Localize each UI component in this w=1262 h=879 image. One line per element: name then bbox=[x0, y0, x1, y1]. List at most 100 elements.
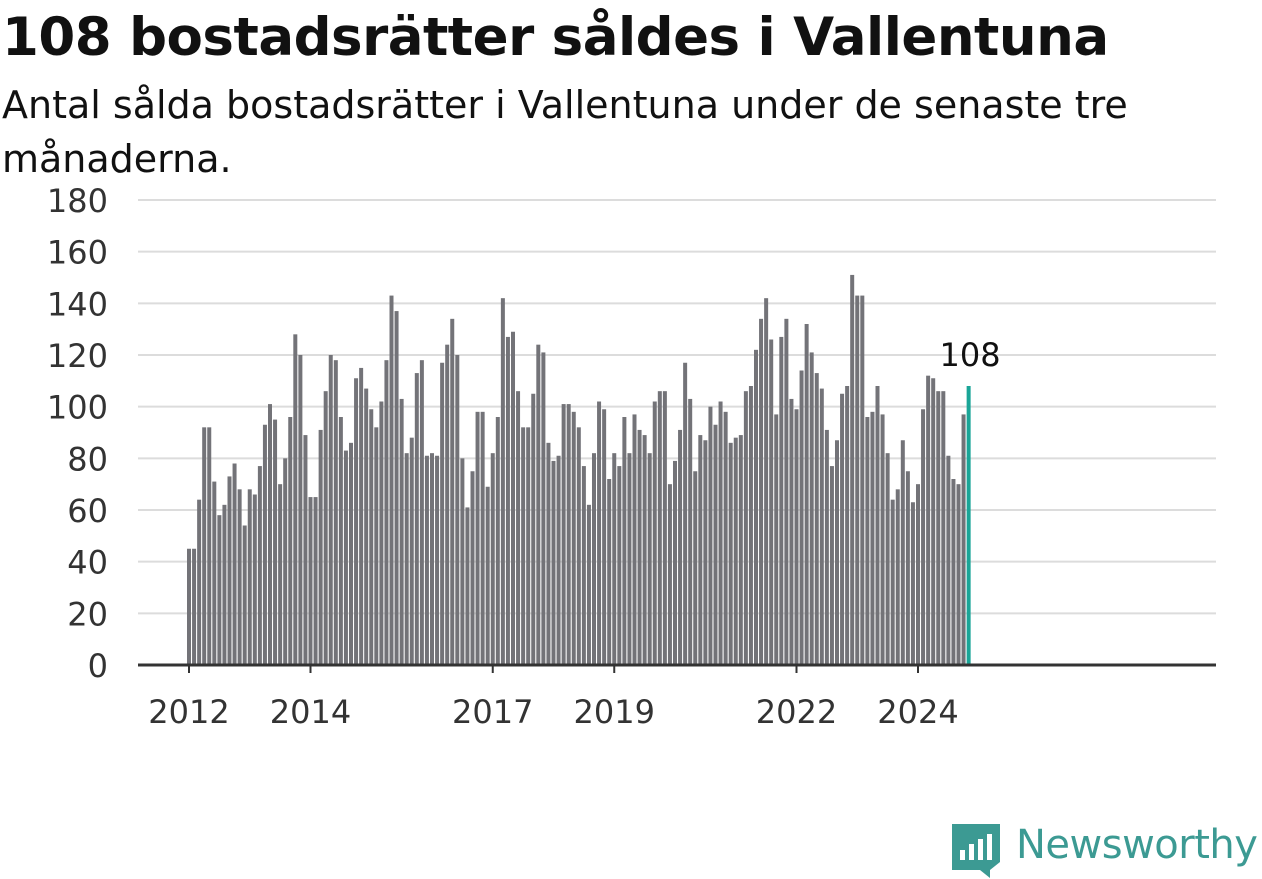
bar bbox=[252, 494, 257, 665]
bar bbox=[495, 417, 500, 665]
bar bbox=[232, 463, 237, 665]
bar bbox=[718, 401, 723, 665]
bar bbox=[703, 440, 708, 665]
bar bbox=[409, 437, 414, 665]
bar bbox=[262, 424, 267, 665]
bar bbox=[197, 499, 202, 665]
bar bbox=[657, 391, 662, 665]
bar bbox=[323, 391, 328, 665]
bar bbox=[521, 427, 526, 665]
bar bbox=[642, 435, 647, 665]
bar bbox=[440, 362, 445, 665]
bar bbox=[399, 398, 404, 665]
bar bbox=[450, 318, 455, 665]
bar bbox=[338, 417, 343, 665]
bar bbox=[424, 455, 429, 665]
bar bbox=[592, 453, 596, 665]
bar bbox=[303, 435, 308, 665]
bar bbox=[379, 401, 384, 665]
x-tick-label-2019: 2019 bbox=[574, 693, 655, 731]
bar bbox=[414, 373, 419, 665]
bar bbox=[354, 378, 359, 665]
bars bbox=[187, 274, 971, 665]
bar bbox=[769, 339, 774, 665]
bar bbox=[597, 401, 602, 665]
bar bbox=[222, 504, 227, 665]
bar bbox=[273, 419, 278, 665]
bar bbox=[328, 355, 333, 665]
bar bbox=[505, 336, 510, 665]
chart-subtitle: Antal sålda bostadsrätter i Vallentuna u… bbox=[2, 83, 1128, 181]
bar bbox=[632, 414, 637, 665]
bar bbox=[774, 414, 779, 665]
bar bbox=[369, 409, 374, 665]
bar bbox=[389, 295, 394, 665]
bar bbox=[470, 471, 475, 665]
highlight-value-label: 108 bbox=[940, 336, 1001, 374]
bar bbox=[931, 378, 936, 665]
bar bbox=[819, 388, 824, 665]
bar bbox=[237, 489, 242, 665]
bar bbox=[278, 484, 283, 665]
bar bbox=[566, 404, 571, 665]
bar bbox=[227, 476, 232, 665]
bar bbox=[490, 453, 495, 665]
bar bbox=[546, 442, 551, 665]
y-tick-label-0: 0 bbox=[88, 647, 108, 685]
bar bbox=[708, 406, 713, 665]
bar bbox=[475, 411, 480, 665]
bar bbox=[804, 324, 809, 665]
bar bbox=[754, 349, 758, 665]
bar bbox=[667, 484, 672, 665]
bar bbox=[541, 352, 546, 665]
bar bbox=[723, 411, 728, 665]
y-tick-label-40: 40 bbox=[67, 544, 108, 582]
bar bbox=[738, 435, 743, 665]
bar bbox=[627, 453, 632, 665]
bar bbox=[946, 455, 951, 665]
bar bbox=[556, 455, 561, 665]
bar bbox=[698, 435, 703, 665]
bar bbox=[298, 355, 303, 665]
bar bbox=[688, 398, 693, 665]
bar bbox=[764, 298, 769, 665]
bar bbox=[374, 427, 379, 665]
bar bbox=[936, 391, 941, 665]
bar bbox=[748, 386, 753, 665]
bar bbox=[921, 409, 926, 665]
bar bbox=[743, 391, 748, 665]
bar bbox=[480, 411, 485, 665]
bar bbox=[536, 344, 541, 665]
bar bbox=[207, 427, 212, 665]
bar bbox=[460, 458, 465, 665]
bar bbox=[835, 440, 839, 665]
bar bbox=[192, 548, 197, 665]
x-tick-label-2014: 2014 bbox=[270, 693, 351, 731]
bar bbox=[809, 352, 814, 665]
bar bbox=[217, 515, 222, 665]
bar bbox=[612, 453, 617, 665]
bar bbox=[652, 401, 657, 665]
bar bbox=[581, 466, 586, 665]
bar bbox=[607, 479, 612, 665]
bar bbox=[885, 453, 890, 665]
bar-latest bbox=[966, 386, 971, 665]
bar bbox=[794, 409, 799, 665]
gridlines bbox=[138, 199, 1216, 615]
bar bbox=[617, 466, 622, 665]
bar bbox=[683, 362, 688, 665]
bar bbox=[916, 484, 920, 665]
bar bbox=[318, 429, 323, 665]
bar bbox=[855, 295, 860, 665]
x-tick-label-2017: 2017 bbox=[452, 693, 533, 731]
bar bbox=[829, 466, 834, 665]
bar bbox=[733, 437, 738, 665]
bar bbox=[435, 455, 440, 665]
bar bbox=[551, 460, 556, 665]
bar bbox=[799, 370, 804, 665]
bar bbox=[359, 367, 364, 665]
bar bbox=[845, 386, 850, 665]
y-axis-ticks: 0 20 40 60 80 100 120 140 160 180 bbox=[47, 182, 108, 685]
bar bbox=[445, 344, 450, 665]
y-tick-label-100: 100 bbox=[47, 389, 108, 427]
